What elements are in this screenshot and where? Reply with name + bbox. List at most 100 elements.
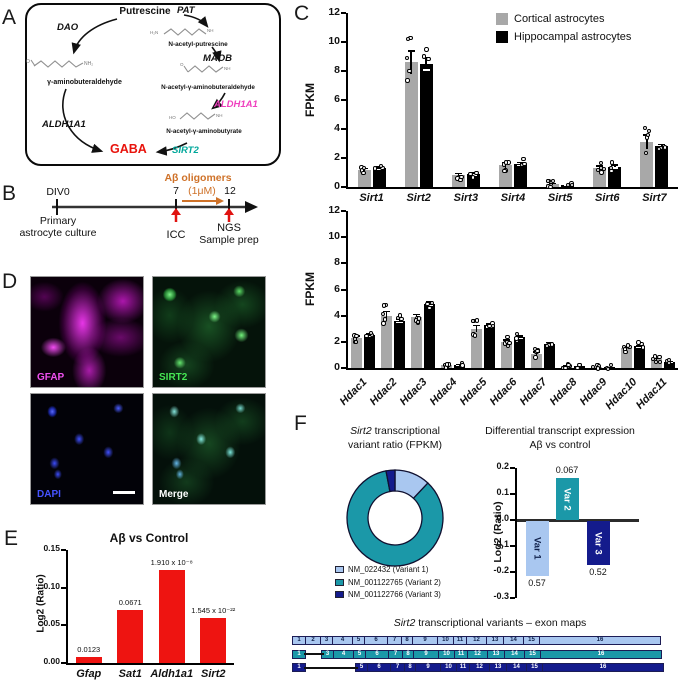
exon-6: 6 (364, 636, 388, 645)
merge-image: Merge (152, 393, 266, 505)
data-point (361, 165, 367, 171)
bar-Sirt2-1 (419, 63, 433, 187)
bar-name-label: Var 1 (531, 536, 543, 560)
category-label: Sirt4 (500, 192, 526, 204)
arrow-aldh1a1-left-to-gaba (62, 88, 104, 153)
bar-Aldh1a1 (158, 570, 185, 663)
panel-b-label: B (2, 182, 17, 205)
cortical-swatch-icon (496, 13, 508, 25)
intron-line (304, 653, 324, 655)
data-point (653, 354, 658, 359)
y-tick-label: 2 (334, 151, 340, 163)
data-point (474, 170, 479, 176)
donut-title-rest: transcriptional (371, 425, 440, 437)
bar-Hdac7-0 (531, 353, 542, 368)
y-tick (61, 624, 66, 627)
sirt2-image: SIRT2 (152, 276, 266, 388)
data-point (429, 300, 435, 306)
bar-Sirt3-1 (466, 173, 480, 187)
exon-10: 10 (440, 663, 457, 672)
y-tick (341, 314, 346, 317)
y-tick (341, 340, 346, 343)
y-tick-label: 8 (334, 64, 340, 76)
error-bar (368, 333, 371, 337)
atom-h2n: H₂N (150, 30, 158, 35)
bar-Hdac10-1 (634, 346, 645, 368)
error-bar (638, 345, 641, 348)
exon-12: 12 (466, 636, 487, 645)
bar-Sat1 (117, 609, 144, 663)
data-point (521, 156, 526, 162)
data-point (601, 167, 607, 172)
exon-10: 10 (438, 649, 455, 659)
data-point (643, 125, 648, 131)
legend-item-hippocampal: Hippocampal astrocytes (496, 31, 631, 43)
panel-d-label: D (2, 270, 18, 293)
legend-item-variant3: NM_001122766 (Variant 3) (335, 590, 441, 599)
exon-4: 4 (333, 649, 354, 659)
data-point (662, 145, 667, 150)
data-point (468, 171, 473, 177)
data-point (666, 357, 672, 363)
exon-maps-title: Sirt2 transcriptional variants – exon ma… (350, 617, 630, 629)
diff-plot-area: -0.3 -0.2 -0.1 0.0 0.1 0.2 Var 1 0.57 Var 2 0.067… (493, 461, 639, 601)
exon-15: 15 (524, 649, 541, 659)
y-tick-label: 4 (334, 308, 340, 321)
dose-label: (1μM) (188, 185, 216, 197)
div0-label: DIV0 (46, 186, 70, 198)
data-point (459, 174, 464, 180)
sample-prep-label: Sample prep (199, 234, 259, 246)
data-point (404, 55, 410, 61)
bar-name-label: Var 3 (592, 531, 604, 555)
category-label: Aldh1a1 (150, 668, 194, 680)
panel-e-label: E (4, 527, 19, 550)
y-tick-label: 12 (328, 204, 340, 216)
data-point (595, 167, 600, 173)
enzyme-dao: DAO (57, 22, 79, 33)
y-tick-label: -0.1 (493, 539, 509, 549)
error-cap (383, 310, 390, 313)
error-cap (426, 304, 433, 307)
structure-gamma-aminobuteraldehyde (33, 60, 84, 68)
enzyme-aldh1a1-right: ALDH1A1 (214, 99, 258, 110)
sirt2-image-label: SIRT2 (159, 372, 188, 383)
y-tick (61, 662, 66, 664)
donut-title-line1: Sirt2 transcriptional (305, 425, 485, 437)
y-tick (341, 236, 346, 239)
donut-title-line2: variant ratio (FPKM) (348, 439, 442, 451)
data-point (575, 365, 580, 370)
panel-c-hdac-chart: FPKM 0 2 4 6 8 10 12 Hdac1 Hdac2 Hdac3 Hdac4 Hdac5 H… (292, 204, 685, 412)
data-point (399, 316, 404, 322)
exon-13: 13 (487, 649, 505, 659)
error-bar (655, 358, 658, 361)
error-cap (516, 335, 523, 337)
bar-value-label: 0.52 (589, 567, 607, 578)
data-point (368, 330, 374, 336)
exon-7: 7 (390, 663, 405, 672)
category-label: Sirt5 (547, 192, 573, 204)
data-point (407, 68, 412, 74)
exon-2: 2 (305, 636, 321, 645)
atom-nh: NH (216, 113, 223, 118)
error-cap (366, 335, 373, 338)
exon-6: 6 (367, 663, 391, 672)
error-cap (473, 324, 480, 327)
data-point (646, 132, 651, 138)
data-point (505, 334, 510, 340)
legend-item-variant1: NM_022432 (Variant 1) (335, 565, 441, 574)
ngs-arrowhead-icon (224, 208, 234, 215)
legend-label: NM_001122765 (Variant 2) (348, 577, 441, 587)
y-tick-label: 0.1 (496, 487, 509, 497)
data-point (364, 333, 369, 338)
data-point (353, 339, 359, 345)
data-point (507, 340, 512, 346)
panel-e-chart: Aβ vs Control Log2 (Ratio) 0.00 0.05 0.10 0… (0, 523, 300, 682)
y-tick (341, 12, 346, 14)
data-point (471, 175, 476, 180)
day12-label: 12 (224, 185, 236, 197)
y-tick (510, 571, 515, 573)
scale-bar (113, 491, 135, 494)
exon-7: 7 (388, 649, 403, 659)
exon-map-variant-2: 1 3 4 5 6 7 8 9 10 11 12 13 14 15 16 (292, 649, 662, 659)
day7-label: 7 (173, 185, 179, 197)
